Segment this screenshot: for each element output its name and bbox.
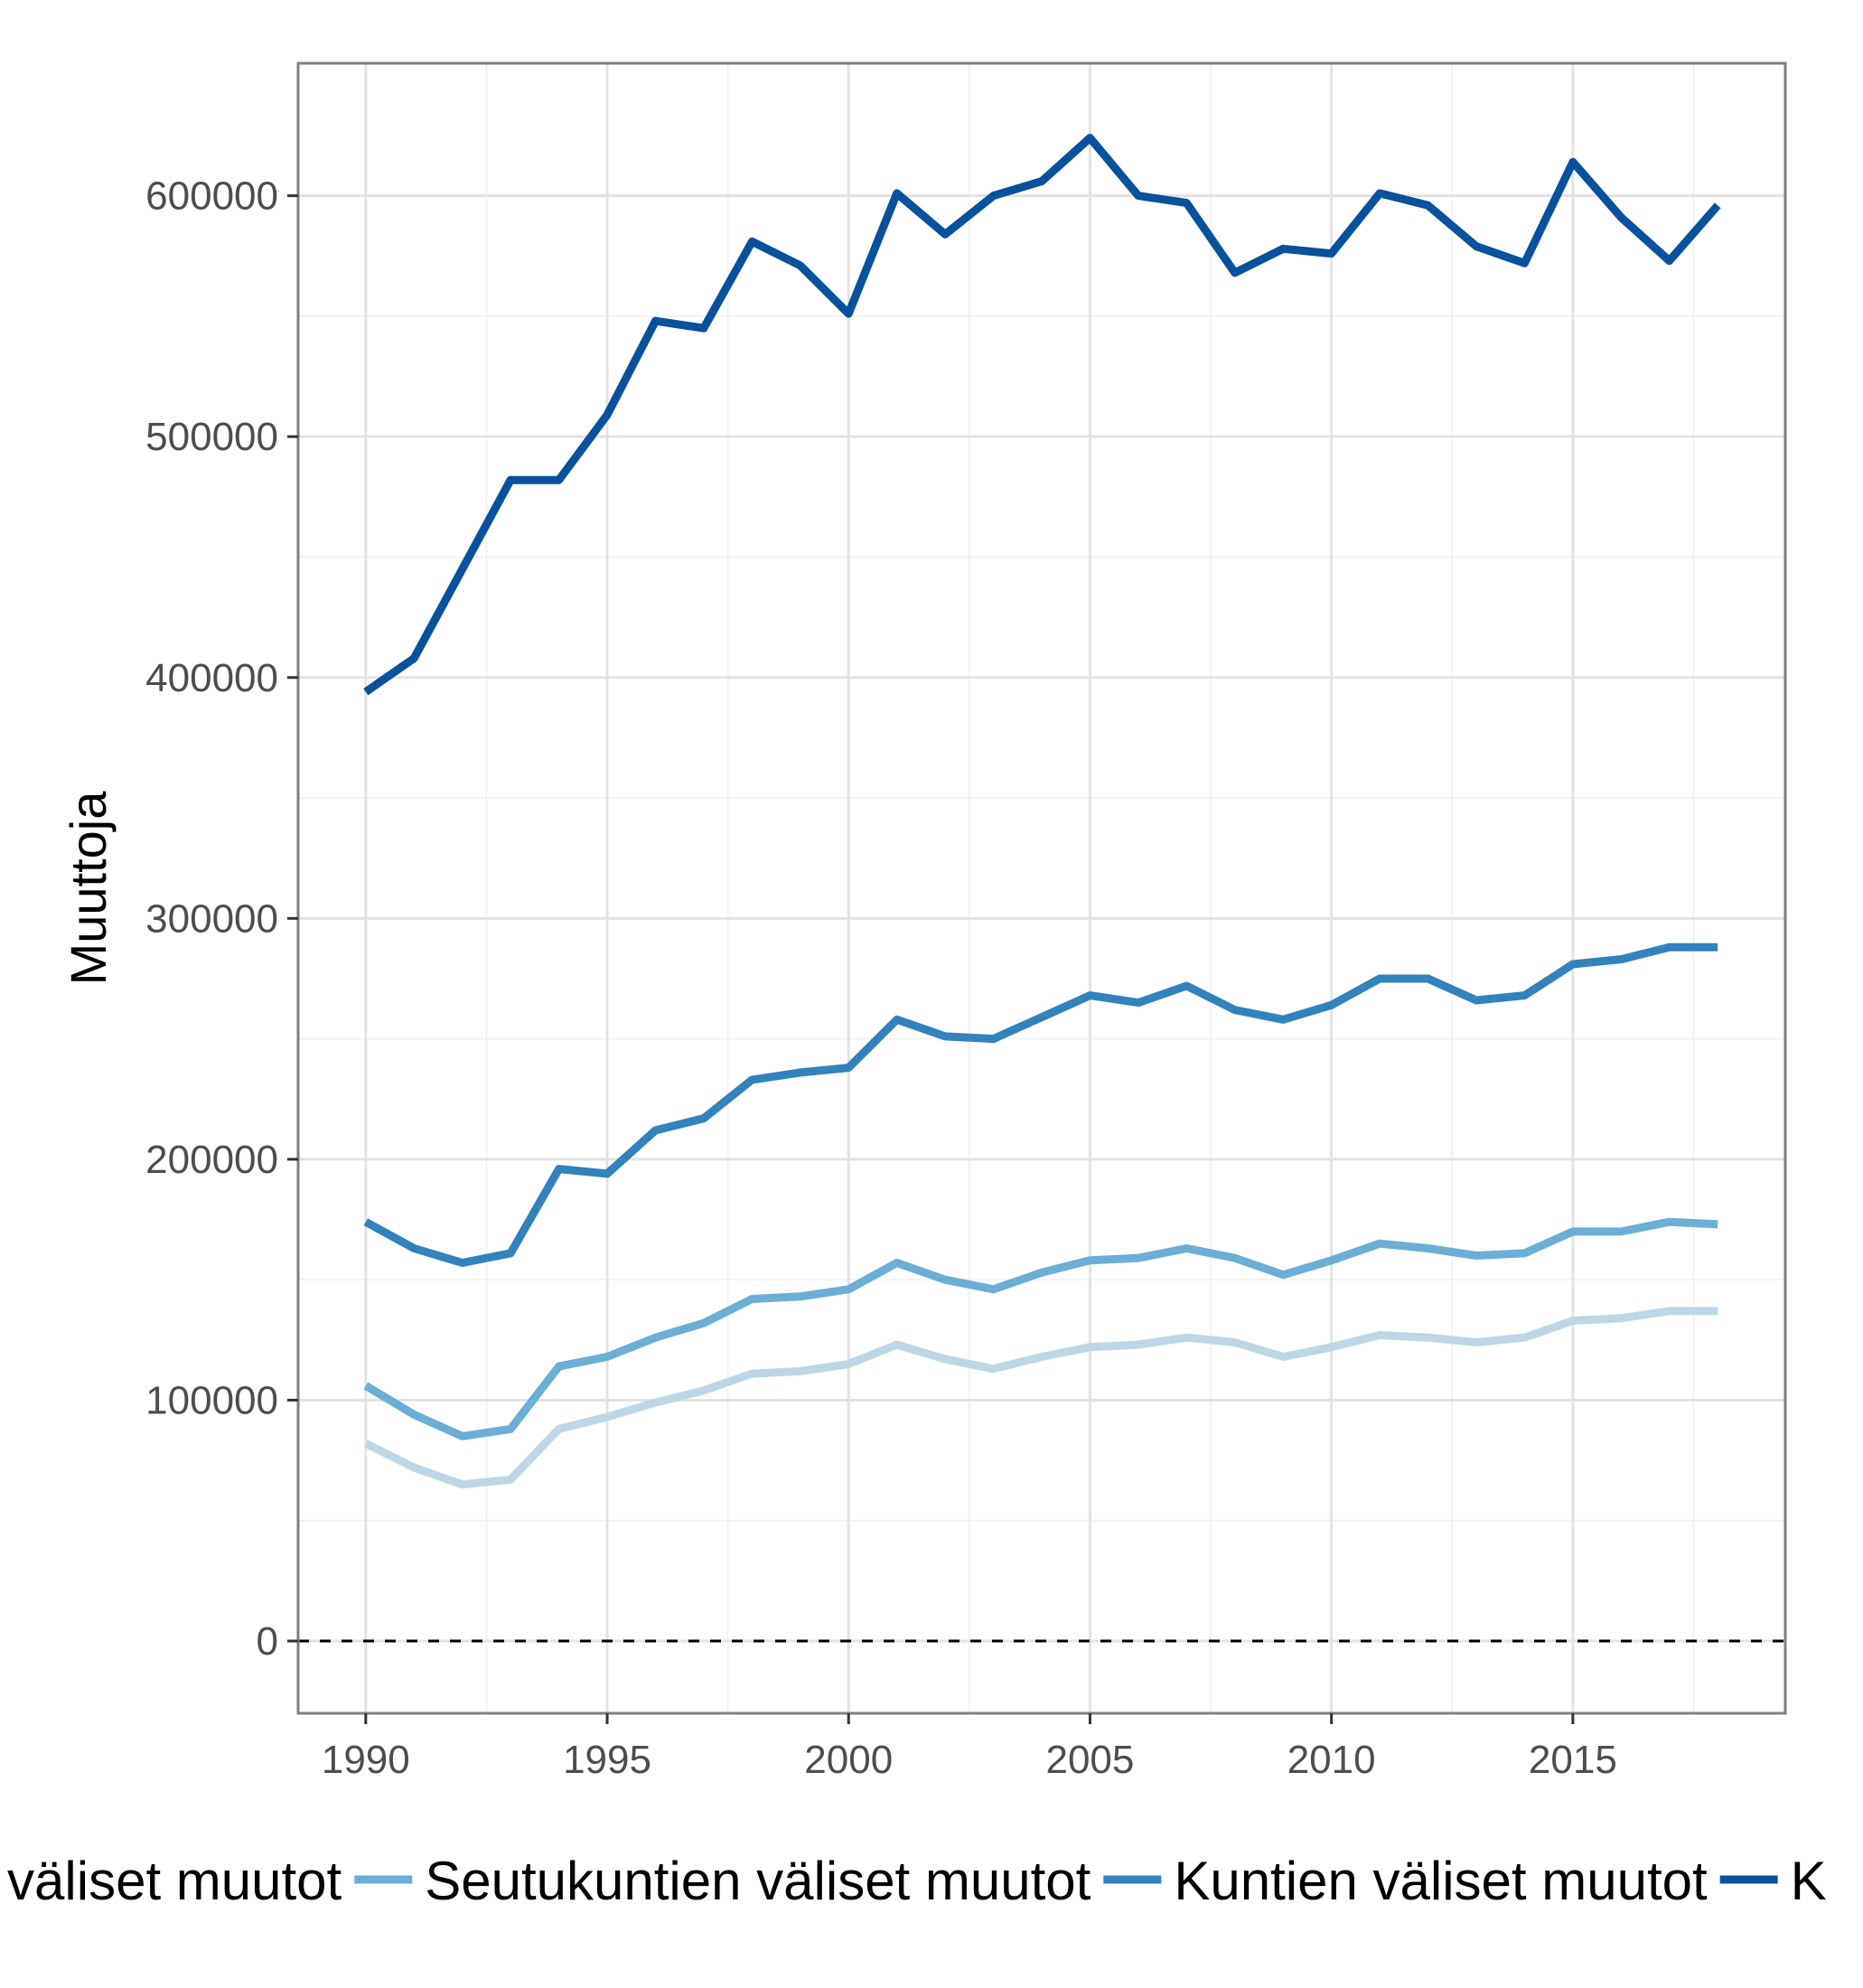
y-tick-label: 100000 (145, 1378, 278, 1422)
legend-item-1: n väliset muutot (0, 1851, 342, 1911)
y-tick-label: 200000 (145, 1138, 278, 1182)
x-tick-label: 2015 (1529, 1738, 1617, 1782)
y-tick-label: 0 (257, 1619, 278, 1664)
series-line-4 (363, 134, 1721, 696)
plot-border (296, 61, 1787, 1715)
x-tick-label: 1995 (563, 1738, 651, 1782)
x-tick-label: 2010 (1287, 1738, 1376, 1782)
legend: n väliset muutot Seutukuntien väliset muu… (0, 1851, 1827, 1911)
y-tick-label: 400000 (145, 656, 278, 700)
series-line-2 (363, 1217, 1718, 1440)
x-tick-labels: 1990 1995 2000 2005 2010 2015 (322, 1738, 1617, 1782)
legend-label: K (1791, 1851, 1827, 1911)
series-layer (363, 134, 1721, 1489)
y-axis-title: Muuttoja (60, 791, 117, 986)
legend-item-2: Seutukuntien väliset muutot (354, 1851, 1091, 1911)
axis-ticks (287, 194, 1575, 1724)
series-line-3 (363, 942, 1718, 1267)
x-tick-label: 2005 (1045, 1738, 1134, 1782)
series-line-1 (363, 1307, 1718, 1489)
y-tick-label: 500000 (145, 415, 278, 459)
legend-item-4: K (1719, 1851, 1827, 1911)
legend-label: n väliset muutot (0, 1851, 342, 1911)
x-tick-label: 1990 (322, 1738, 410, 1782)
y-tick-label: 300000 (145, 896, 278, 941)
y-tick-labels: 0 100000 200000 300000 400000 500000 600000 (145, 174, 278, 1664)
legend-label: Seutukuntien väliset muutot (425, 1851, 1091, 1911)
legend-item-3: Kuntien väliset muutot (1103, 1851, 1708, 1911)
y-tick-label: 600000 (145, 174, 278, 219)
x-tick-label: 2000 (804, 1738, 893, 1782)
legend-label: Kuntien väliset muutot (1174, 1851, 1708, 1911)
